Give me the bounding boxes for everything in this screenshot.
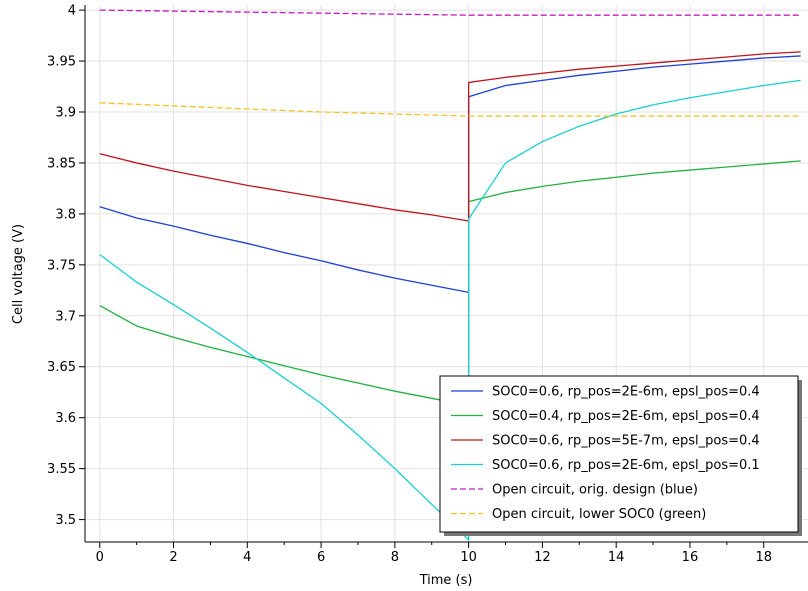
y-tick-label: 3.55	[47, 462, 76, 477]
y-tick-label: 3.75	[47, 258, 76, 273]
y-tick-label: 3.5	[55, 513, 76, 528]
legend-box	[439, 375, 799, 533]
y-tick-label: 3.8	[55, 207, 76, 222]
series-line-3	[99, 51, 801, 222]
x-tick-label: 14	[608, 550, 625, 565]
x-tick-label: 0	[96, 550, 104, 565]
x-tick-label: 12	[534, 550, 551, 565]
x-tick-label: 8	[391, 550, 399, 565]
legend-label-1: SOC0=0.6, rp_pos=2E-6m, epsl_pos=0.4	[492, 385, 760, 400]
y-tick-label: 3.65	[47, 360, 76, 375]
y-tick-label: 3.85	[47, 156, 76, 171]
legend: SOC0=0.6, rp_pos=2E-6m, epsl_pos=0.4 SOC0…	[439, 375, 802, 536]
y-tick-label: 3.95	[47, 55, 76, 70]
y-axis-title: Cell voltage (V)	[11, 224, 26, 324]
series-layer	[99, 9, 801, 542]
legend-label-5: Open circuit, orig. design (blue)	[492, 483, 698, 498]
plot-area	[99, 9, 801, 542]
x-tick-label: 2	[169, 550, 177, 565]
x-tick-label: 16	[682, 550, 699, 565]
series-line-6	[99, 102, 801, 117]
series-line-1	[99, 55, 801, 294]
series-line-4	[99, 79, 801, 542]
axes	[84, 5, 808, 543]
y-tick-label: 3.7	[55, 309, 76, 324]
y-tick-label: 3.6	[55, 411, 76, 426]
x-axis-title: Time (s)	[419, 573, 473, 588]
x-tick-label: 6	[317, 550, 325, 565]
legend-label-2: SOC0=0.4, rp_pos=2E-6m, epsl_pos=0.4	[492, 409, 760, 424]
series-line-2	[99, 160, 801, 407]
legend-label-6: Open circuit, lower SOC0 (green)	[492, 507, 706, 522]
legend-label-3: SOC0=0.6, rp_pos=5E-7m, epsl_pos=0.4	[492, 434, 760, 449]
y-tick-label: 4	[68, 4, 76, 19]
x-tick-label: 10	[460, 550, 477, 565]
series-line-5	[99, 9, 801, 16]
y-tick-label: 3.9	[55, 105, 76, 120]
ticks: 0 2 4 6 8 10 12 14 16 18 3.5 3.55 3.6 3.65 3.7 3.75 3.8 3…	[47, 4, 772, 565]
x-tick-label: 18	[755, 550, 772, 565]
legend-label-4: SOC0=0.6, rp_pos=2E-6m, epsl_pos=0.1	[492, 458, 760, 473]
x-tick-label: 4	[243, 550, 251, 565]
